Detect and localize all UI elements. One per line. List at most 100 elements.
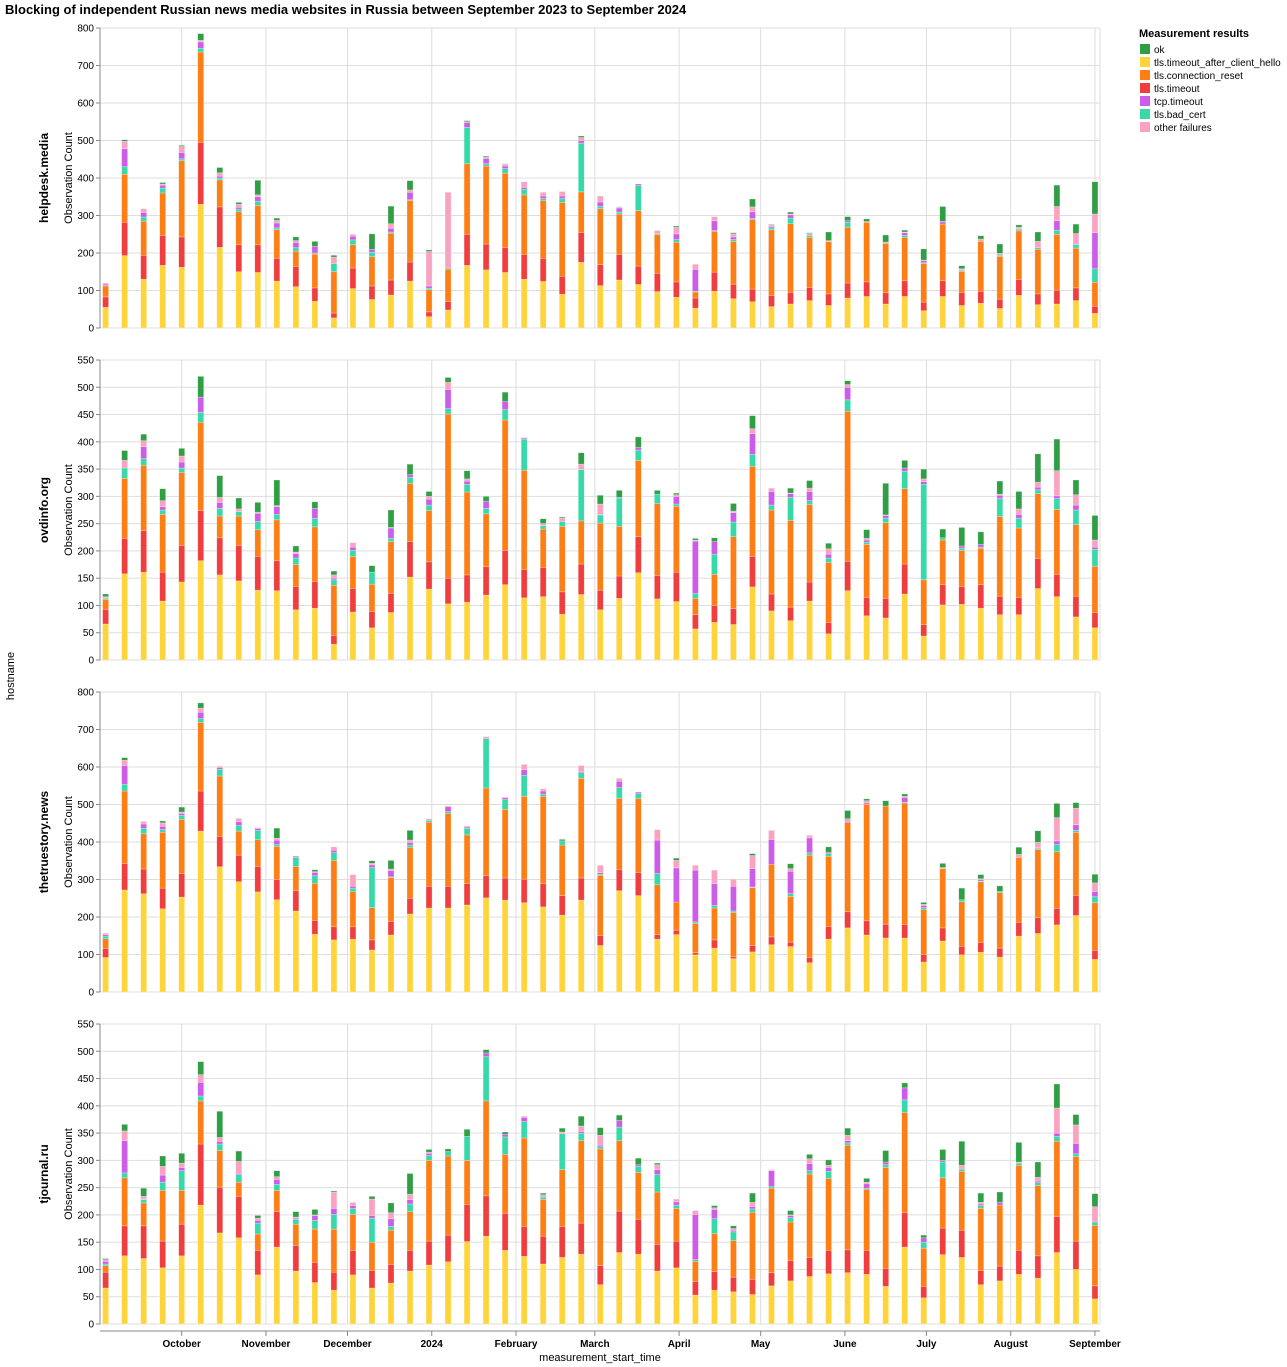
- bar-segment-ok: [197, 1061, 205, 1076]
- bar-segment-tls-connection-reset: [444, 268, 452, 302]
- bar-segment-tls-connection-reset: [1091, 565, 1099, 613]
- bar-segment-tls-timeout-after-client-hello: [121, 255, 128, 329]
- bar-segment-ok: [806, 480, 813, 489]
- bar-segment-tls-timeout: [368, 285, 376, 300]
- bar-segment-tls-bad-cert: [654, 1174, 661, 1193]
- bar-segment-tcp-timeout: [121, 148, 128, 168]
- bar-stack: [121, 757, 128, 993]
- bar-segment-ok: [368, 233, 376, 250]
- bar-stack: [749, 198, 756, 329]
- facet-label-hostname: tjournal.ru: [37, 1144, 51, 1203]
- bar-segment-tcp-timeout: [1072, 504, 1080, 511]
- bar-segment-tls-timeout: [273, 560, 281, 592]
- bar-segment-tls-timeout-after-client-hello: [159, 908, 166, 993]
- bar-segment-tls-bad-cert: [178, 815, 185, 820]
- bar-segment-tls-timeout-after-client-hello: [539, 281, 547, 329]
- bar-segment-tls-bad-cert: [121, 467, 128, 479]
- bar-segment-tls-bad-cert: [654, 493, 661, 504]
- legend-item: other failures: [1140, 122, 1212, 134]
- bar-segment-ok: [977, 235, 985, 240]
- bar-segment-ok: [254, 179, 262, 196]
- bar-segment-tls-connection-reset: [159, 1190, 166, 1242]
- bar-segment-tls-connection-reset: [996, 256, 1004, 300]
- bar-segment-tls-bad-cert: [520, 188, 528, 196]
- bar-segment-other-failures: [692, 864, 699, 871]
- bar-segment-ok: [825, 846, 832, 853]
- bar-stack: [520, 437, 528, 661]
- bar-stack: [577, 1115, 585, 1325]
- bar-segment-tls-timeout-after-client-hello: [996, 308, 1004, 329]
- bar-segment-tls-timeout: [1072, 287, 1080, 301]
- bar-segment-tls-timeout-after-client-hello: [749, 301, 756, 329]
- bar-segment-tls-timeout: [749, 288, 756, 303]
- bar-segment-ok: [235, 1150, 243, 1162]
- bar-segment-other-failures: [711, 869, 718, 884]
- bar-segment-tls-timeout-after-client-hello: [539, 906, 547, 993]
- bar-stack: [121, 450, 128, 661]
- bar-segment-tls-timeout: [140, 868, 147, 895]
- bar-segment-tls-timeout-after-client-hello: [501, 1250, 509, 1325]
- bar-segment-tls-bad-cert: [558, 198, 566, 203]
- bar-segment-tls-connection-reset: [330, 860, 338, 928]
- bar-segment-tls-timeout-after-client-hello: [920, 310, 928, 329]
- bar-segment-tls-timeout: [425, 885, 433, 909]
- bar-stack: [216, 167, 224, 329]
- bar-segment-tcp-timeout: [882, 515, 889, 519]
- bar-segment-tls-timeout: [825, 293, 832, 306]
- bar-segment-other-failures: [844, 1134, 851, 1142]
- bar-segment-tls-bad-cert: [330, 579, 338, 586]
- bar-segment-ok: [939, 1149, 947, 1161]
- bar-segment-tls-timeout: [482, 243, 490, 271]
- bar-segment-tcp-timeout: [425, 1152, 433, 1156]
- bar-segment-tcp-timeout: [368, 248, 376, 253]
- bar-stack: [787, 1210, 794, 1325]
- bar-stack: [1072, 479, 1080, 661]
- y-tick-label: 400: [77, 1101, 94, 1112]
- bar-segment-tls-timeout: [216, 836, 224, 868]
- bar-segment-other-failures: [577, 1125, 585, 1132]
- bar-segment-other-failures: [596, 196, 604, 203]
- bar-segment-tls-connection-reset: [730, 536, 737, 610]
- bar-segment-ok: [330, 254, 338, 258]
- bar-segment-tls-timeout-after-client-hello: [292, 609, 300, 661]
- bar-stack: [996, 885, 1004, 993]
- bar-segment-tls-timeout: [311, 287, 319, 302]
- bar-segment-ok: [368, 565, 376, 573]
- bar-segment-tls-connection-reset: [254, 839, 262, 867]
- bar-segment-ok: [387, 860, 395, 870]
- bar-segment-ok: [197, 376, 205, 398]
- bar-segment-tls-timeout-after-client-hello: [730, 958, 737, 993]
- bar-stack: [749, 415, 756, 661]
- bar-segment-tls-timeout-after-client-hello: [882, 937, 889, 993]
- bar-stack: [863, 1178, 870, 1325]
- bar-segment-other-failures: [216, 1137, 224, 1142]
- bar-segment-tls-timeout: [235, 244, 243, 273]
- bar-segment-tls-bad-cert: [615, 787, 623, 799]
- bar-segment-tls-bad-cert: [1053, 498, 1061, 510]
- bar-segment-tcp-timeout: [692, 540, 699, 594]
- bar-segment-tcp-timeout: [387, 527, 395, 539]
- bar-stack: [673, 492, 680, 661]
- bar-segment-tls-bad-cert: [539, 525, 547, 530]
- bar-segment-other-failures: [749, 855, 756, 869]
- bar-stack: [311, 501, 319, 661]
- bar-segment-ok: [501, 1131, 509, 1135]
- bar-segment-other-failures: [577, 765, 585, 772]
- bar-segment-other-failures: [444, 382, 452, 390]
- x-tick-label: November: [242, 1339, 291, 1350]
- bar-segment-tls-timeout: [558, 591, 566, 615]
- bar-stack: [520, 764, 528, 993]
- bar-segment-tls-connection-reset: [1015, 230, 1023, 280]
- bar-segment-tls-bad-cert: [330, 263, 338, 273]
- bar-segment-tls-connection-reset: [1053, 233, 1061, 291]
- bar-segment-tls-bad-cert: [178, 1170, 185, 1191]
- bar-stack: [368, 565, 376, 661]
- y-tick-label: 600: [77, 763, 94, 774]
- bar-segment-ok: [1091, 1193, 1099, 1208]
- bar-segment-tls-timeout-after-client-hello: [121, 889, 128, 993]
- bar-stack: [863, 529, 870, 661]
- bar-segment-ok: [787, 487, 794, 494]
- bar-stack: [121, 1124, 128, 1325]
- bar-segment-tls-connection-reset: [501, 1154, 509, 1214]
- legend-swatch: [1140, 96, 1150, 106]
